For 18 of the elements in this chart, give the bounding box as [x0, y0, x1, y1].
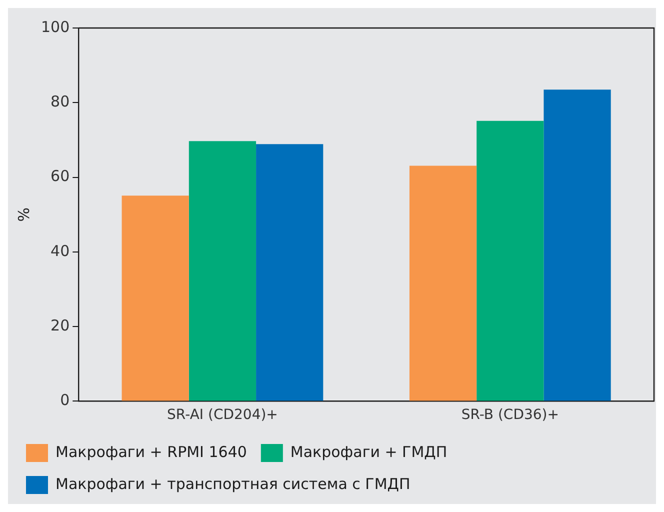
- bar: [188, 141, 256, 401]
- y-tick-label: 20: [50, 316, 70, 334]
- bar: [256, 144, 324, 401]
- bar: [476, 120, 544, 401]
- y-tick-label: 80: [50, 92, 70, 111]
- bar: [409, 166, 477, 401]
- y-axis-title: %: [14, 207, 33, 222]
- y-tick-label: 0: [60, 391, 70, 410]
- x-tick-label: SR-AI (CD204)+: [167, 407, 278, 424]
- bar: [544, 90, 611, 401]
- legend-label: Макрофаги + транспортная система с ГМДП: [56, 474, 410, 493]
- y-tick-label: 40: [50, 242, 70, 260]
- legend-label: Макрофаги + RPMI 1640: [56, 442, 247, 461]
- y-tick-label: 60: [50, 167, 70, 186]
- legend-label: Макрофаги + ГМДП: [290, 442, 448, 461]
- x-tick-label: SR-B (CD36)+: [461, 407, 559, 424]
- bar: [122, 196, 189, 401]
- y-tick-label: 100: [40, 18, 70, 36]
